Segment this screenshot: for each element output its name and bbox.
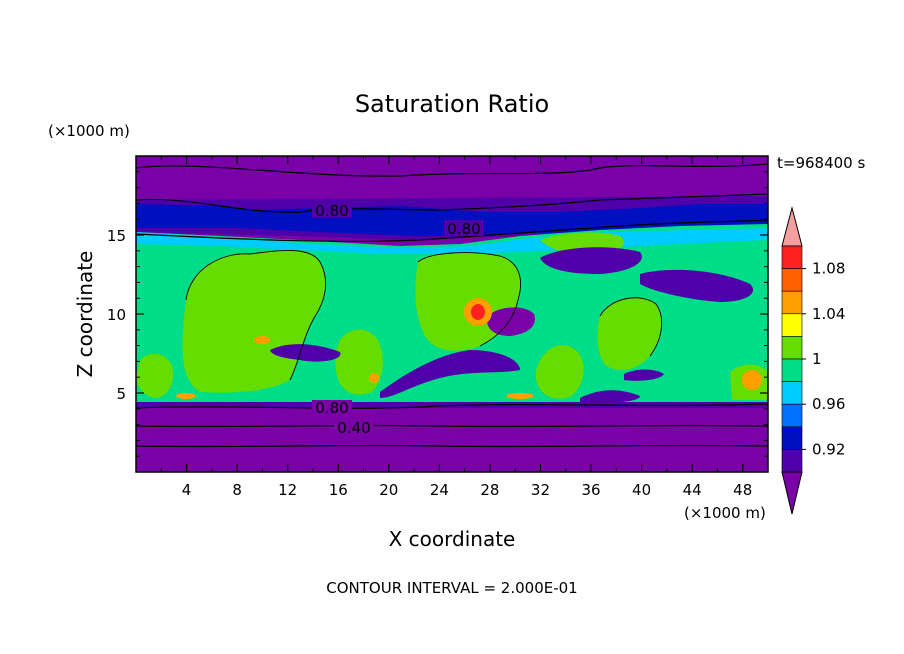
colorbar-segment <box>781 358 803 382</box>
field-cloud-4 <box>535 345 584 399</box>
contour-line-lower-1 <box>136 403 768 409</box>
colorbar-label: 1 <box>812 350 822 368</box>
field-hotspot-5 <box>742 370 762 390</box>
field-hotspot-6 <box>176 393 196 399</box>
field-lower-dry <box>136 402 768 472</box>
contour-label-3: 0.80 <box>315 399 348 417</box>
footer-label: CONTOUR INTERVAL = 2.000E-01 <box>326 579 577 597</box>
x-axis-label: X coordinate <box>389 527 516 551</box>
x-tick-label: 8 <box>232 481 242 499</box>
contour-label-2: 0.80 <box>447 220 480 238</box>
x-tick-label: 28 <box>480 481 499 499</box>
colorbar-segment <box>781 290 803 315</box>
field-hotspot-7 <box>506 393 534 399</box>
field-cloud-3 <box>597 297 662 371</box>
x-unit-label: (×1000 m) <box>684 504 766 522</box>
contour-line-upper-1 <box>136 163 768 177</box>
contour-line-upper-2 <box>136 193 768 213</box>
colorbar-arrow-bottom <box>781 471 803 515</box>
colorbar-segment <box>781 313 803 337</box>
field-dry-blob-4 <box>580 390 640 403</box>
field-hotspot-2 <box>471 304 485 320</box>
contour-line-cloud-1 <box>185 249 327 381</box>
x-tick-label: 44 <box>683 481 702 499</box>
plot-area: 0.80 0.80 0.80 0.40 <box>136 156 768 472</box>
x-tick-label: 12 <box>278 481 297 499</box>
contour-label-bg-3 <box>312 400 352 415</box>
colorbar-segment <box>781 336 803 360</box>
y-tick-label: 15 <box>107 227 126 245</box>
x-tick-label: 4 <box>182 481 192 499</box>
field-dry-tongue-1 <box>270 344 341 362</box>
y-tick-label: 10 <box>107 306 126 324</box>
contour-line-cloud-2 <box>417 252 521 347</box>
field-hotspot-4 <box>254 336 270 344</box>
contour-line-lower-3 <box>136 444 768 448</box>
colorbar-label: 1.08 <box>812 260 845 278</box>
colorbar-segment <box>781 381 803 405</box>
chart-title: Saturation Ratio <box>355 90 549 118</box>
contour-label-bg-4 <box>334 420 374 435</box>
y-unit-label: (×1000 m) <box>48 122 130 140</box>
field-cloud-5 <box>335 329 383 395</box>
colorbar-segment <box>781 449 803 473</box>
contour-line-lower-2 <box>136 424 768 428</box>
field-dry-tongue-2 <box>380 350 520 398</box>
y-axis-ticks: 5 10 15 <box>107 171 768 457</box>
x-tick-label: 48 <box>733 481 752 499</box>
x-axis-ticks: 4 8 12 16 20 24 28 32 36 40 44 48 <box>160 156 752 499</box>
colorbar-label: 0.96 <box>812 395 845 413</box>
x-tick-label: 16 <box>329 481 348 499</box>
colorbar-label: 1.04 <box>812 305 845 323</box>
contour-label-1: 0.80 <box>315 202 348 220</box>
contour-line-upper-3 <box>136 219 768 242</box>
field-dry-blob-3 <box>540 247 642 274</box>
colorbar-label: 0.92 <box>812 440 845 458</box>
x-tick-label: 36 <box>581 481 600 499</box>
contour-line-cloud-3 <box>599 297 663 357</box>
field-hotspot-3 <box>369 373 379 383</box>
colorbar-segment <box>781 426 803 450</box>
contour-label-bg-1 <box>312 202 352 218</box>
x-tick-label: 40 <box>632 481 651 499</box>
field-dry-blob-5 <box>624 369 664 381</box>
x-tick-label: 32 <box>531 481 550 499</box>
x-tick-label: 24 <box>430 481 449 499</box>
contour-label-4: 0.40 <box>337 419 370 437</box>
y-tick-label: 5 <box>116 385 126 403</box>
field-dry-blob-1 <box>487 307 535 336</box>
field-cloud-6 <box>136 353 174 398</box>
time-label: t=968400 s <box>777 154 865 172</box>
colorbar-segment <box>781 403 803 428</box>
x-tick-label: 20 <box>379 481 398 499</box>
colorbar: 1.08 1.04 1 0.96 0.92 <box>781 206 845 515</box>
colorbar-segment <box>781 268 803 292</box>
y-axis-label: Z coordinate <box>73 251 97 378</box>
field-dry-blob-2 <box>640 269 754 302</box>
colorbar-arrow-top <box>781 206 803 247</box>
colorbar-segment <box>781 245 803 269</box>
contour-label-bg-2 <box>444 220 484 236</box>
